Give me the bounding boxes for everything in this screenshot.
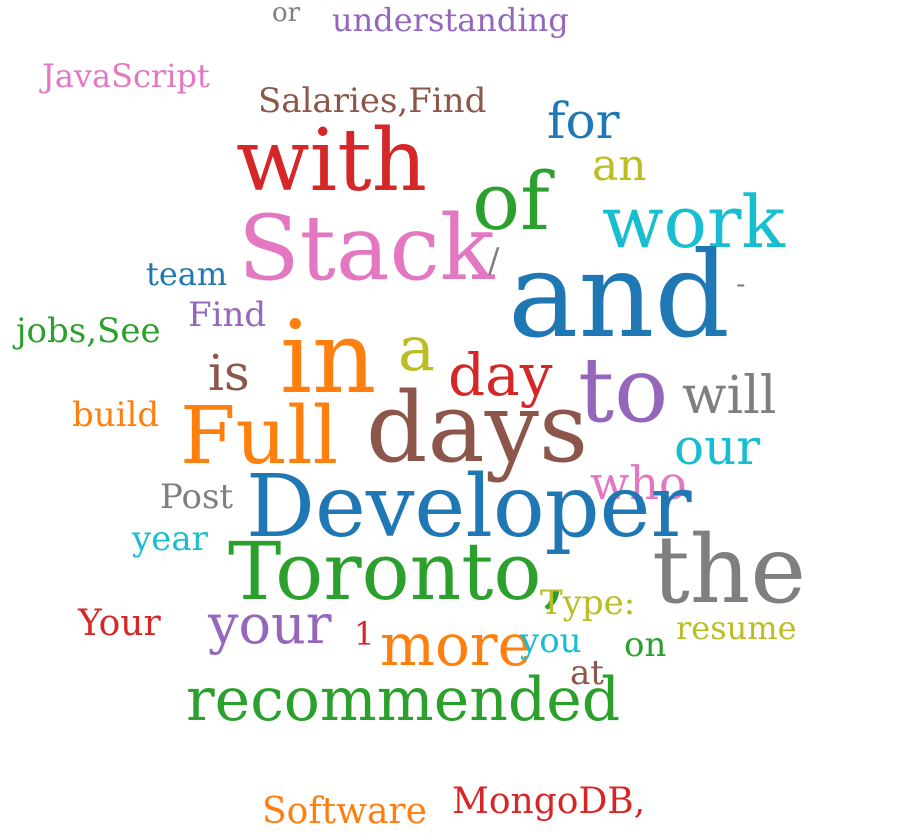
cloud-word: Toronto,	[228, 525, 567, 618]
cloud-word: resume	[676, 609, 797, 647]
cloud-word: or	[272, 0, 301, 28]
cloud-word: an	[592, 140, 647, 191]
cloud-word: work	[602, 180, 786, 264]
cloud-word: -	[736, 267, 746, 300]
cloud-word: day	[448, 341, 553, 409]
cloud-word: on	[624, 625, 667, 665]
cloud-word: the	[652, 516, 806, 625]
cloud-word: Full	[180, 389, 339, 482]
cloud-word: year	[132, 519, 208, 559]
cloud-word: to	[578, 338, 669, 443]
cloud-word: Salaries,Find	[258, 81, 487, 121]
cloud-word: Software	[262, 791, 427, 832]
cloud-word: is	[208, 344, 250, 402]
cloud-word: Developer	[246, 457, 692, 557]
cloud-word: of	[472, 155, 550, 248]
cloud-word: more	[380, 611, 532, 679]
cloud-word: Post	[160, 477, 234, 517]
cloud-word: our	[674, 418, 761, 476]
cloud-word: Type:	[540, 583, 636, 623]
cloud-word: in	[280, 299, 377, 416]
cloud-word: /	[488, 241, 500, 281]
cloud-word: build	[72, 395, 160, 435]
cloud-word: days	[366, 372, 589, 484]
cloud-word: recommended	[186, 665, 621, 735]
cloud-word: jobs,See	[16, 311, 161, 351]
cloud-word: a	[398, 312, 435, 385]
cloud-word: for	[547, 92, 620, 150]
cloud-word: understanding	[332, 1, 569, 39]
cloud-word: will	[682, 366, 777, 426]
cloud-word: your	[208, 593, 332, 656]
cloud-word: and	[508, 226, 730, 364]
cloud-word: Stack	[238, 196, 495, 301]
cloud-word: at	[570, 653, 604, 693]
cloud-word: team	[146, 255, 228, 293]
cloud-word: JavaScript	[42, 57, 210, 95]
cloud-word: you	[520, 621, 582, 661]
cloud-word: Your	[78, 603, 161, 644]
cloud-word: with	[236, 111, 428, 211]
cloud-word: Find	[188, 295, 267, 335]
cloud-word: MongoDB,	[452, 781, 646, 822]
cloud-word: 1	[354, 615, 375, 653]
cloud-word: who	[590, 456, 687, 510]
